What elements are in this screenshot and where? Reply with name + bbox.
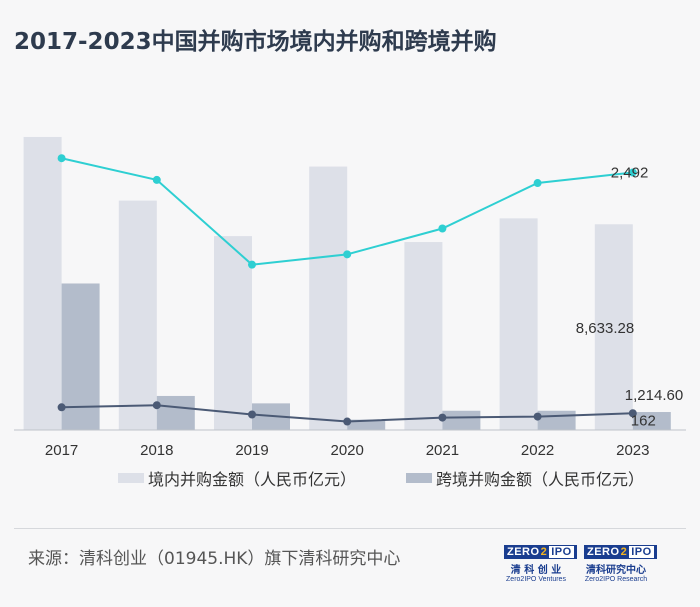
chart-legend: 境内并购金额（人民币亿元） 跨境并购金额（人民币亿元） — [118, 466, 694, 490]
legend-swatch-domestic — [118, 473, 144, 483]
legend-item-domestic[interactable]: 境内并购金额（人民币亿元） — [118, 466, 356, 490]
label-crossborder-count-2023: 162 — [631, 412, 656, 429]
domestic-bar-2017 — [23, 136, 62, 430]
legend-swatch-crossborder — [406, 473, 433, 483]
x-tick-label-2017: 2017 — [45, 442, 78, 459]
domestic-bar-2020 — [309, 166, 348, 430]
label-crossborder-amount-2023: 1,214.60 — [625, 387, 683, 404]
domestic-count-point-2020 — [343, 250, 352, 259]
domestic-bar-2022 — [499, 218, 538, 430]
domestic-bar-2021 — [404, 242, 443, 430]
legend-item-crossborder[interactable]: 跨境并购金额（人民币亿元） — [406, 466, 644, 490]
crossborder-count-point-2023 — [628, 409, 637, 418]
crossborder-count-point-2018 — [152, 401, 161, 410]
source-note: 来源：清科创业（01945.HK）旗下清科研究中心 — [28, 549, 401, 569]
domestic-bar-2018 — [118, 200, 157, 430]
x-tick-label-2023: 2023 — [616, 442, 649, 459]
crossborder-bar-2023 — [632, 412, 671, 430]
x-tick-label-2021: 2021 — [426, 442, 459, 459]
domestic-bar-2019 — [214, 236, 252, 430]
crossborder-bar-2022 — [537, 410, 576, 430]
domestic-count-point-2018 — [152, 175, 161, 184]
legend-label-crossborder: 跨境并购金额（人民币亿元） — [436, 470, 645, 489]
label-domestic-count-2023: 2,492 — [611, 164, 649, 181]
domestic-count-point-2023 — [628, 168, 637, 177]
chart-plot: 2017 2018 2019 2020 2021 2022 2023 2,492 8,633.2… — [14, 136, 686, 459]
crossborder-bar-2018 — [156, 395, 195, 430]
label-domestic-amount-2023: 8,633.28 — [576, 320, 634, 337]
domestic-count-point-2022 — [533, 179, 542, 188]
crossborder-bar-2021 — [442, 410, 481, 430]
x-tick-label-2020: 2020 — [331, 442, 364, 459]
crossborder-count-point-2021 — [438, 413, 447, 422]
domestic-bar-2023 — [594, 224, 633, 430]
crossborder-bar-2020 — [347, 419, 386, 430]
legend-label-domestic: 境内并购金额（人民币亿元） — [148, 470, 357, 489]
chart-title: 2017-2023中国并购市场境内并购和跨境并购 — [14, 29, 497, 55]
x-tick-label-2019: 2019 — [235, 442, 268, 459]
zero2ipo-research-logo: ZERO 2 IPO 清科研究中心 Zero2IPO Research — [584, 540, 657, 583]
domestic-count-point-2019 — [248, 260, 256, 269]
x-tick-label-2018: 2018 — [140, 442, 173, 459]
domestic-count-point-2017 — [57, 154, 66, 163]
crossborder-count-point-2022 — [533, 412, 542, 421]
x-tick-label-2022: 2022 — [521, 442, 554, 459]
crossborder-count-point-2020 — [343, 417, 352, 426]
domestic-count-point-2021 — [438, 224, 447, 233]
footer-divider — [14, 528, 686, 529]
crossborder-count-point-2017 — [57, 403, 66, 412]
crossborder-count-point-2019 — [248, 410, 256, 419]
zero2ipo-ventures-logo: ZERO 2 IPO 清 科 创 业 Zero2IPO Ventures — [504, 540, 577, 583]
